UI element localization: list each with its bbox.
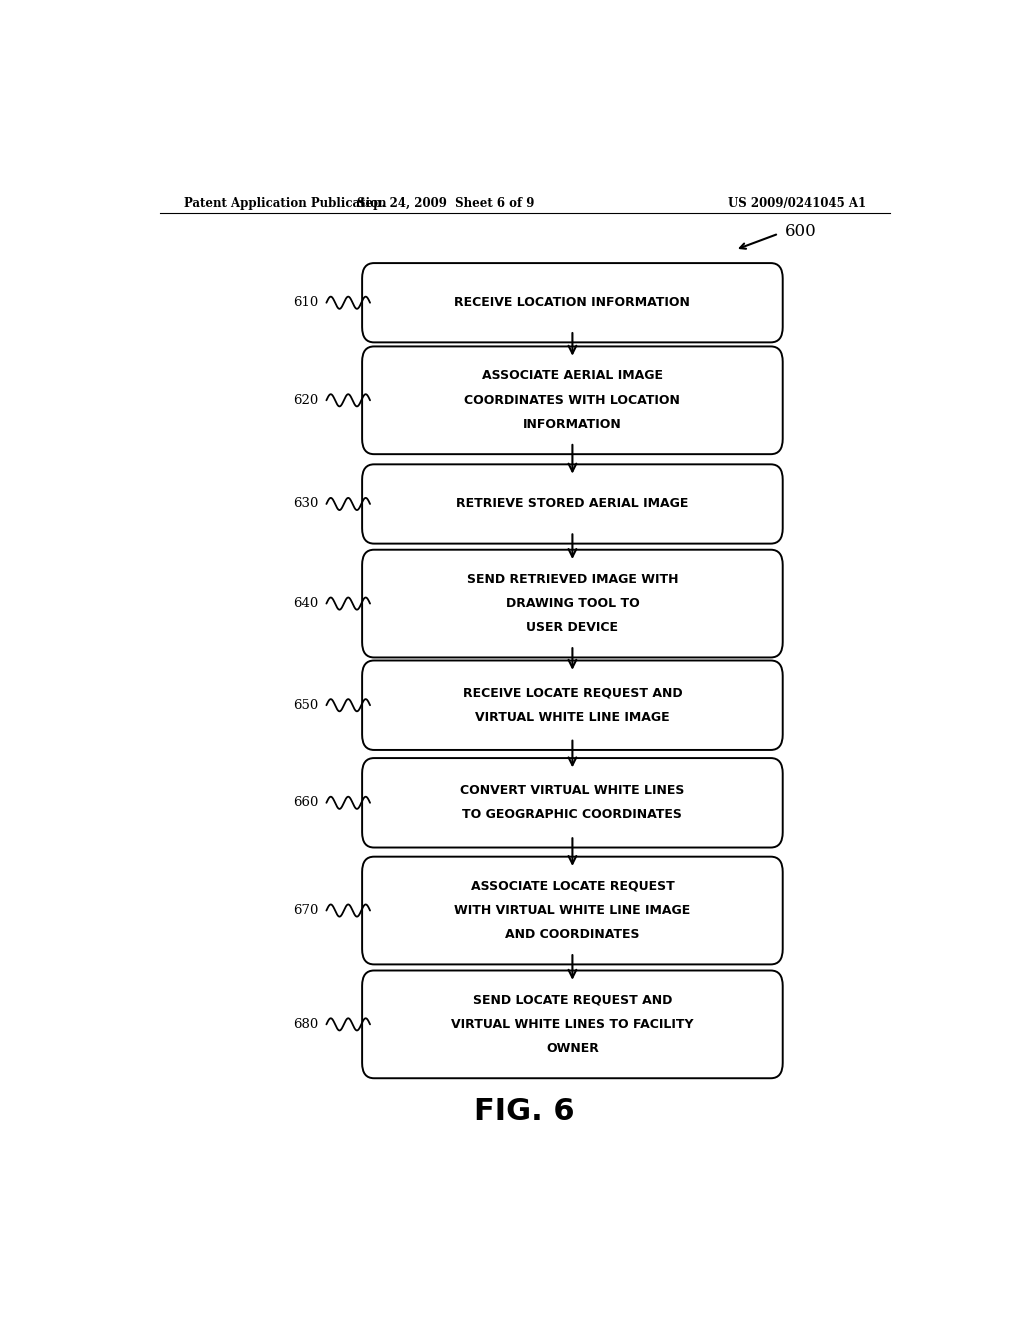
Text: Patent Application Publication: Patent Application Publication <box>183 197 386 210</box>
Text: RECEIVE LOCATE REQUEST AND: RECEIVE LOCATE REQUEST AND <box>463 686 682 700</box>
FancyBboxPatch shape <box>362 263 782 342</box>
Text: 680: 680 <box>293 1018 318 1031</box>
Text: TO GEOGRAPHIC COORDINATES: TO GEOGRAPHIC COORDINATES <box>463 808 682 821</box>
Text: VIRTUAL WHITE LINE IMAGE: VIRTUAL WHITE LINE IMAGE <box>475 711 670 723</box>
Text: 640: 640 <box>293 597 318 610</box>
Text: WITH VIRTUAL WHITE LINE IMAGE: WITH VIRTUAL WHITE LINE IMAGE <box>455 904 690 917</box>
Text: 610: 610 <box>293 296 318 309</box>
Text: VIRTUAL WHITE LINES TO FACILITY: VIRTUAL WHITE LINES TO FACILITY <box>452 1018 693 1031</box>
Text: 600: 600 <box>785 223 817 240</box>
Text: INFORMATION: INFORMATION <box>523 418 622 432</box>
FancyBboxPatch shape <box>362 660 782 750</box>
FancyBboxPatch shape <box>362 970 782 1078</box>
Text: FIG. 6: FIG. 6 <box>474 1097 575 1126</box>
FancyBboxPatch shape <box>362 758 782 847</box>
Text: DRAWING TOOL TO: DRAWING TOOL TO <box>506 597 639 610</box>
Text: Sep. 24, 2009  Sheet 6 of 9: Sep. 24, 2009 Sheet 6 of 9 <box>356 197 535 210</box>
Text: 620: 620 <box>293 393 318 407</box>
Text: SEND LOCATE REQUEST AND: SEND LOCATE REQUEST AND <box>473 994 672 1006</box>
Text: 630: 630 <box>293 498 318 511</box>
Text: 670: 670 <box>293 904 318 917</box>
Text: US 2009/0241045 A1: US 2009/0241045 A1 <box>728 197 866 210</box>
FancyBboxPatch shape <box>362 857 782 965</box>
Text: 660: 660 <box>293 796 318 809</box>
Text: OWNER: OWNER <box>546 1043 599 1055</box>
FancyBboxPatch shape <box>362 346 782 454</box>
Text: 650: 650 <box>293 698 318 711</box>
Text: RECEIVE LOCATION INFORMATION: RECEIVE LOCATION INFORMATION <box>455 296 690 309</box>
FancyBboxPatch shape <box>362 465 782 544</box>
Text: USER DEVICE: USER DEVICE <box>526 622 618 635</box>
Text: COORDINATES WITH LOCATION: COORDINATES WITH LOCATION <box>465 393 680 407</box>
Text: RETRIEVE STORED AERIAL IMAGE: RETRIEVE STORED AERIAL IMAGE <box>457 498 688 511</box>
Text: AND COORDINATES: AND COORDINATES <box>505 928 640 941</box>
Text: SEND RETRIEVED IMAGE WITH: SEND RETRIEVED IMAGE WITH <box>467 573 678 586</box>
FancyBboxPatch shape <box>362 549 782 657</box>
Text: CONVERT VIRTUAL WHITE LINES: CONVERT VIRTUAL WHITE LINES <box>460 784 685 797</box>
Text: ASSOCIATE AERIAL IMAGE: ASSOCIATE AERIAL IMAGE <box>482 370 663 383</box>
Text: ASSOCIATE LOCATE REQUEST: ASSOCIATE LOCATE REQUEST <box>471 879 674 892</box>
